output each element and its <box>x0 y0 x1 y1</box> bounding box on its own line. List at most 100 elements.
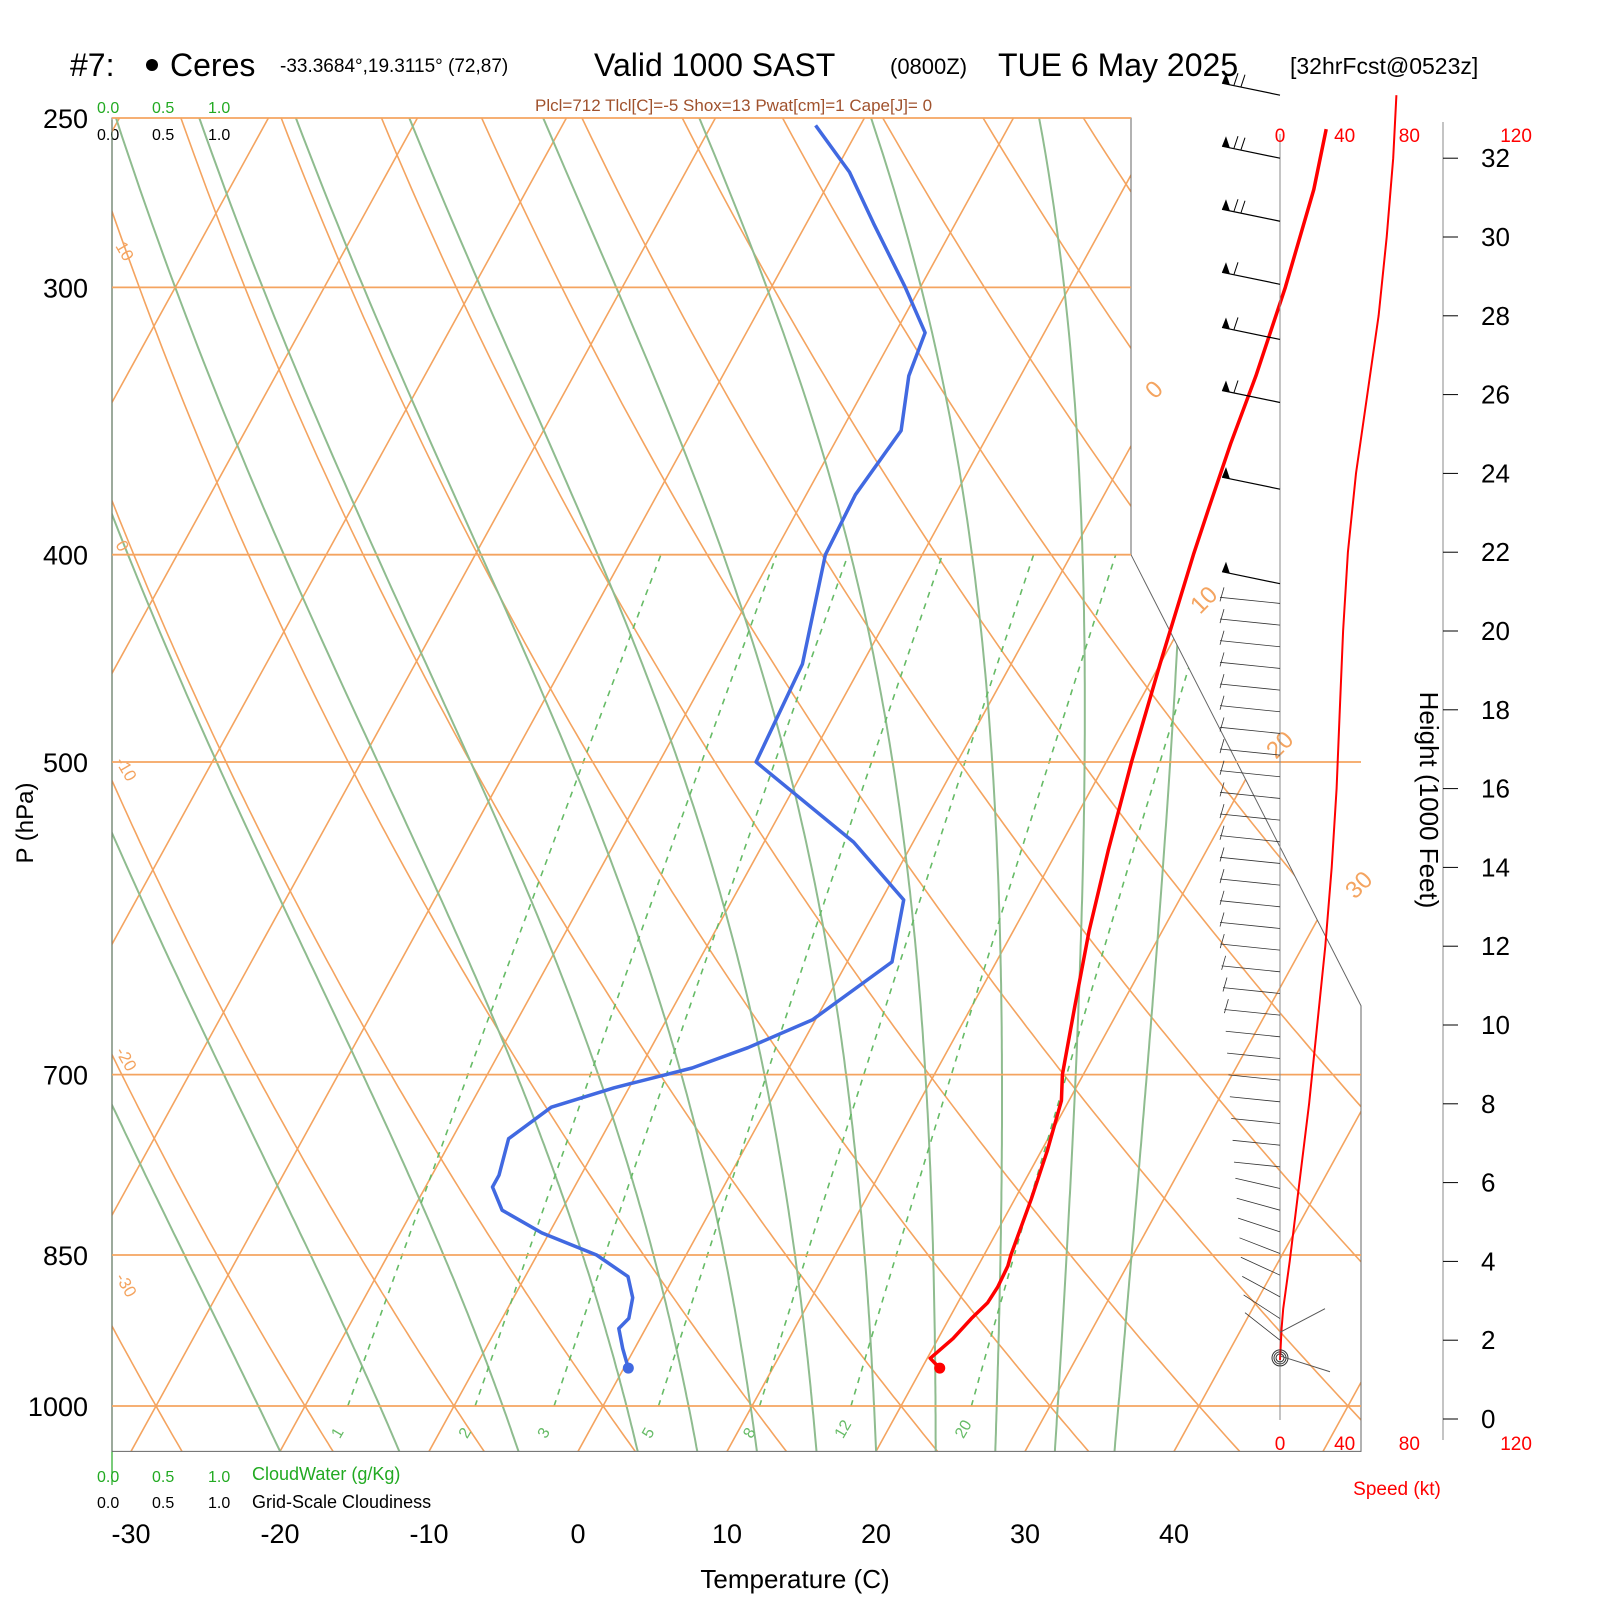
wind-barb-flag <box>1219 695 1225 710</box>
height-tick-label: 8 <box>1481 1089 1495 1119</box>
cloudwater-label: CloudWater (g/Kg) <box>252 1464 400 1484</box>
mixing-ratio-label: 1 <box>329 1425 348 1441</box>
wind-barb-flag <box>1219 608 1225 624</box>
wind-barb-flag <box>1233 73 1239 86</box>
wind-barb-staff <box>1221 82 1281 96</box>
dry-adiabat <box>1170 118 1361 1452</box>
wind-barb-staff <box>1219 705 1281 713</box>
wind-barb-flag <box>1233 199 1239 212</box>
isotherm-line <box>1322 118 1361 1452</box>
y-axis-label: P (hPa) <box>12 783 39 864</box>
cloud-scale-top-green-2: 1.0 <box>208 100 230 117</box>
wind-barb-staff <box>1243 1294 1281 1319</box>
wind-barb-flag <box>1219 825 1225 840</box>
moist-adiabat <box>1038 118 1086 1452</box>
wind-barb-flag <box>1240 74 1246 87</box>
station-dot <box>146 59 158 71</box>
wind-barb-flag <box>1219 847 1225 862</box>
zulu-time: (0800Z) <box>890 54 967 79</box>
dry-adiabat <box>771 118 1361 1452</box>
wind-barb-staff <box>1227 1052 1281 1059</box>
wind-barb-flag <box>1223 999 1229 1014</box>
isotherm-label: -30 <box>112 1270 141 1301</box>
wind-barb-staff <box>1219 900 1281 908</box>
height-tick-label: 6 <box>1481 1168 1495 1198</box>
cloud-scale-bottom-green-0: 0.0 <box>97 1469 119 1486</box>
wind-barb-staff <box>1221 476 1281 490</box>
dewpoint-surface-marker <box>622 1362 634 1374</box>
temperature-tick-label: 40 <box>1159 1519 1189 1549</box>
mixing-ratio-line <box>758 554 1035 1407</box>
dry-adiabat <box>1070 118 1361 1452</box>
speed-tick-label-top: 80 <box>1399 126 1420 147</box>
station-id: #7: <box>70 47 114 83</box>
wind-barb-flag <box>1221 955 1227 970</box>
temperature-tick-label: 0 <box>571 1519 586 1549</box>
wind-barb-staff <box>1279 1355 1331 1373</box>
wind-barb <box>1221 262 1281 285</box>
wind-barb <box>1221 380 1281 404</box>
dry-adiabat <box>112 118 636 1452</box>
isotherm-line <box>112 118 717 1452</box>
wind-barb-flag <box>1219 912 1225 927</box>
pressure-tick-label: 400 <box>43 541 88 571</box>
isotherm-line <box>428 118 1164 1452</box>
pressure-tick-label: 1000 <box>28 1392 88 1422</box>
height-tick-label: 20 <box>1481 616 1510 646</box>
wind-barb-flag <box>1219 673 1225 689</box>
height-tick-label: 0 <box>1481 1404 1495 1434</box>
cloud-scale-top-black-1: 0.5 <box>152 127 174 144</box>
dry-adiabat <box>112 118 485 1452</box>
moist-adiabat <box>294 118 758 1452</box>
moist-adiabat <box>112 239 401 1452</box>
wind-barb-flag <box>1240 200 1246 213</box>
cloud-scale-bottom-black-1: 0.5 <box>152 1495 174 1512</box>
isotherm-line <box>130 118 866 1452</box>
temperature-surface-marker <box>934 1362 946 1374</box>
height-tick-label: 28 <box>1481 301 1510 331</box>
wind-barb-pennant <box>1222 199 1230 212</box>
dry-adiabat <box>871 118 1361 1452</box>
wind-barb-staff <box>1225 1030 1281 1038</box>
cloud-scale-bottom-green-1: 0.5 <box>152 1469 174 1486</box>
pressure-tick-label: 700 <box>43 1061 88 1091</box>
wind-barb-staff <box>1221 326 1281 341</box>
isotherm-label-right: 30 <box>1340 866 1378 904</box>
cloudiness-label: Grid-Scale Cloudiness <box>252 1492 431 1512</box>
wind-barb <box>1221 317 1281 341</box>
isotherm-label-right: 0 <box>1140 376 1169 405</box>
moist-adiabat <box>115 118 639 1452</box>
wind-barb-flag <box>1219 934 1225 949</box>
temperature-tick-label: -10 <box>410 1519 449 1549</box>
dry-adiabat <box>112 118 183 1452</box>
wind-barb-staff <box>1221 389 1281 404</box>
wind-barb-staff <box>1224 1009 1281 1016</box>
mixing-ratio-labels: 1 2 3 5 8 12 20 <box>329 1417 976 1441</box>
cloud-scale-top-black-0: 0.0 <box>97 127 119 144</box>
wind-barb-staff <box>1219 770 1281 778</box>
isotherm-label: 10 <box>112 238 138 264</box>
pressure-tick-label: 300 <box>43 273 88 303</box>
mixing-ratio-line <box>850 554 1117 1407</box>
cloud-scale-top-green-0: 0.0 <box>97 100 119 117</box>
valid-time: Valid 1000 SAST <box>594 47 835 83</box>
speed-tick-label-top: 0 <box>1275 126 1286 147</box>
height-tick-label: 26 <box>1481 380 1510 410</box>
wind-barb-staff <box>1238 1217 1281 1233</box>
wind-barb-staff <box>1221 571 1281 585</box>
wind-barb-staff <box>1220 943 1281 951</box>
isotherm-line <box>112 118 270 1452</box>
isotherm-line <box>112 118 419 1452</box>
wind-barb-staff <box>1221 145 1281 159</box>
pressure-tick-label: 850 <box>43 1241 88 1271</box>
wind-barb-pennant <box>1222 561 1230 574</box>
dry-adiabat <box>173 118 939 1452</box>
speed-tick-label-bottom: 120 <box>1500 1434 1532 1455</box>
isotherm-line <box>577 118 1313 1452</box>
wind-barb-flag <box>1240 137 1246 150</box>
dry-adiabat <box>273 118 1090 1452</box>
wind-barb-flag <box>1219 804 1225 819</box>
speed-tick-label-top: 40 <box>1334 126 1355 147</box>
temperature-axis: -30 -20 -10 0 10 20 30 40 <box>112 1519 1190 1549</box>
moist-adiabat <box>698 118 937 1452</box>
